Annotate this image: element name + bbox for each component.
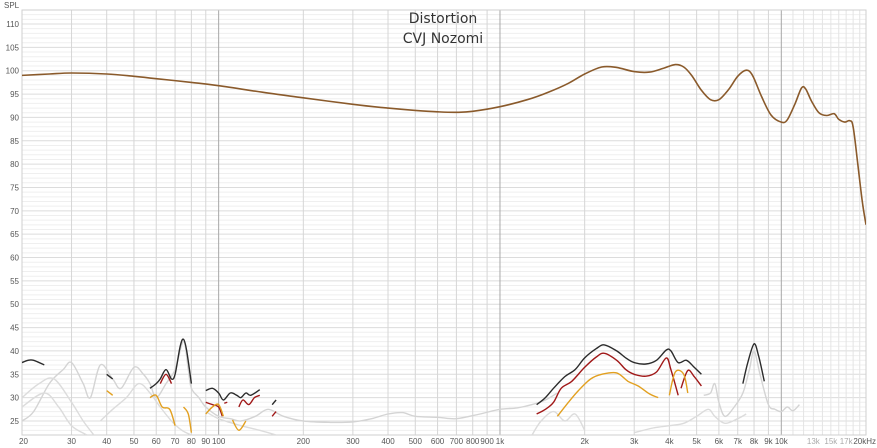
x-tick-label: 20kHz <box>853 437 876 446</box>
y-tick-label: 35 <box>10 370 19 379</box>
series-h2 <box>159 352 702 417</box>
series-line-segment <box>99 382 192 435</box>
series-line-segment <box>205 387 261 401</box>
y-tick-label: 30 <box>10 394 19 403</box>
series-line-segment <box>182 406 193 433</box>
chart-title: Distortion <box>409 11 478 27</box>
x-tick-label: 800 <box>466 437 480 446</box>
x-tick-label: 60 <box>152 437 161 446</box>
y-tick-label: 70 <box>10 207 19 216</box>
series-line-segment <box>205 403 225 417</box>
series-line-segment <box>149 338 193 389</box>
y-tick-label: 80 <box>10 160 19 169</box>
series-line-segment <box>680 369 702 389</box>
x-tick-label: 30 <box>67 437 76 446</box>
x-tick-label: 13k <box>807 437 821 446</box>
series-line-segment <box>271 411 277 417</box>
x-tick-label: 500 <box>409 437 423 446</box>
x-tick-label: 90 <box>201 437 210 446</box>
x-tick-label: 2k <box>580 437 589 446</box>
x-tick-label: 4k <box>665 437 674 446</box>
x-tick-label: 600 <box>431 437 445 446</box>
y-tick-label: 50 <box>10 300 19 309</box>
x-tick-label: 3k <box>630 437 639 446</box>
x-tick-label: 20 <box>19 437 28 446</box>
x-tick-label: 7k <box>734 437 743 446</box>
series-line-segment <box>22 63 866 225</box>
y-tick-label: 110 <box>6 20 19 29</box>
x-tick-label: 6k <box>715 437 724 446</box>
series-line-segment <box>556 371 659 417</box>
series-line-segment <box>231 419 247 431</box>
x-tick-label: 80 <box>187 437 196 446</box>
x-tick-label: 50 <box>130 437 139 446</box>
x-tick-label: 9k <box>764 437 773 446</box>
series-line-segment <box>106 390 114 396</box>
x-tick-label: 8k <box>750 437 759 446</box>
series-noise-higher-harmonics-b <box>22 377 747 435</box>
x-tick-label: 1k <box>496 437 505 446</box>
series-line-segment <box>224 401 228 404</box>
y-tick-label: 55 <box>10 277 19 286</box>
y-axis-label: SPL <box>4 1 20 10</box>
series-line-segment <box>742 343 765 384</box>
x-tick-label: 40 <box>102 437 111 446</box>
series-line-segment <box>205 411 277 435</box>
x-tick-label: 400 <box>381 437 395 446</box>
x-tick-label: 70 <box>171 437 180 446</box>
series-line-segment <box>536 352 679 415</box>
x-tick-label: 900 <box>480 437 494 446</box>
y-tick-label: 25 <box>10 417 19 426</box>
y-tick-label: 85 <box>10 137 19 146</box>
y-axis-ticks: 25 30 35 40 45 50 55 60 65 70 75 80 85 90 95 100 105 110 <box>6 20 20 426</box>
x-tick-label: 700 <box>450 437 464 446</box>
series-line-segment <box>22 359 45 366</box>
y-tick-label: 40 <box>10 347 19 356</box>
series-line-segment <box>106 373 114 380</box>
chart-subtitle: CVJ Nozomi <box>403 31 483 47</box>
series-line-segment <box>536 344 702 406</box>
x-tick-label: 15k <box>824 437 838 446</box>
series-h3 <box>106 369 689 433</box>
series-line-segment <box>703 350 800 418</box>
series-noise-higher-harmonics-a <box>22 340 800 424</box>
y-tick-label: 75 <box>10 183 19 192</box>
series-line-segment <box>159 373 173 384</box>
series-line-segment <box>271 399 277 406</box>
series-line-segment <box>22 377 95 435</box>
y-tick-label: 60 <box>10 254 19 263</box>
y-tick-label: 45 <box>10 324 19 333</box>
series-line-segment <box>531 410 586 435</box>
series-line-segment <box>634 408 747 434</box>
series-line-segment <box>22 340 558 424</box>
x-axis-ticks: 20 30 40 50 60 70 80 90 100 200 300 400 500 600 700 800… <box>19 437 876 446</box>
y-tick-label: 100 <box>6 67 20 76</box>
y-tick-label: 95 <box>10 90 19 99</box>
series-line-segment <box>149 394 176 426</box>
y-tick-label: 65 <box>10 230 19 239</box>
x-tick-label: 5k <box>692 437 701 446</box>
x-tick-label: 100 <box>212 437 226 446</box>
x-tick-label: 10k <box>775 437 789 446</box>
series-line-segment <box>668 369 689 396</box>
y-tick-label: 105 <box>6 43 20 52</box>
series-line-segment <box>22 392 88 435</box>
x-tick-label: 17k <box>840 437 854 446</box>
series-line-segment <box>238 394 261 408</box>
series-group <box>22 63 866 435</box>
x-tick-label: 200 <box>297 437 311 446</box>
series-response <box>22 63 866 225</box>
y-tick-label: 90 <box>10 113 19 122</box>
series-thd <box>22 338 765 406</box>
x-tick-label: 300 <box>346 437 360 446</box>
